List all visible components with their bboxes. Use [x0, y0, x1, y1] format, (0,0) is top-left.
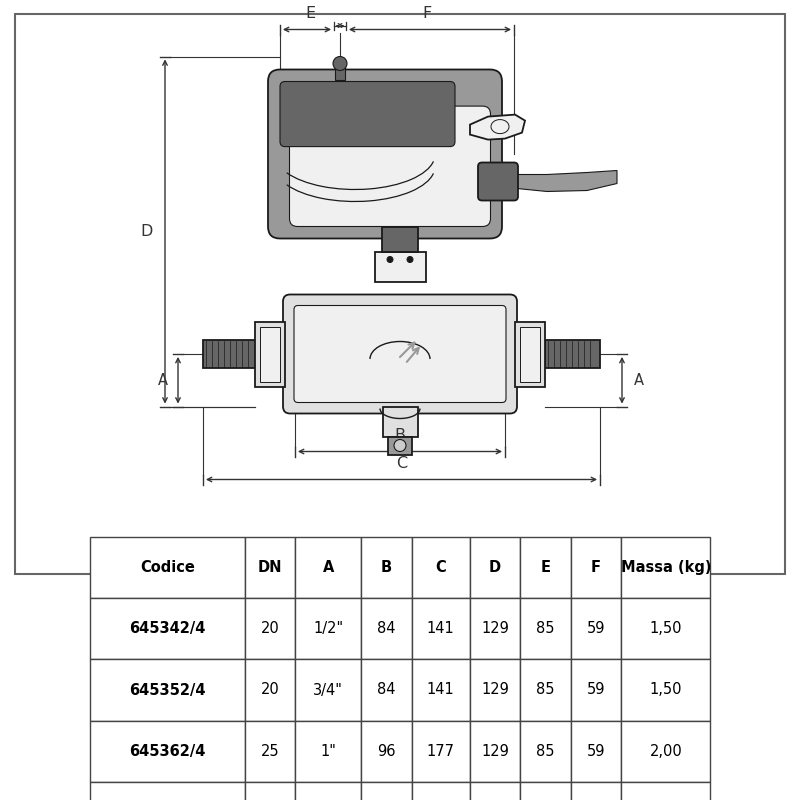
Bar	[545, 340, 600, 368]
Bar	[335, 63, 345, 79]
Text: D: D	[141, 224, 153, 239]
Text: A: A	[158, 373, 168, 388]
FancyBboxPatch shape	[283, 294, 517, 414]
Bar	[374, 251, 426, 282]
Text: C: C	[396, 457, 407, 471]
FancyBboxPatch shape	[280, 82, 455, 146]
Text: A: A	[634, 373, 644, 388]
Bar	[382, 226, 418, 251]
Bar	[260, 326, 280, 382]
FancyBboxPatch shape	[290, 106, 490, 226]
FancyBboxPatch shape	[268, 70, 502, 238]
Polygon shape	[470, 114, 525, 139]
Circle shape	[394, 439, 406, 451]
Polygon shape	[517, 170, 617, 191]
Circle shape	[407, 257, 413, 262]
Bar	[520, 326, 540, 382]
Bar	[255, 322, 285, 386]
Bar	[388, 437, 412, 454]
FancyBboxPatch shape	[294, 306, 506, 402]
Bar	[515, 322, 545, 386]
Text: B: B	[394, 429, 406, 443]
Text: F: F	[422, 6, 432, 22]
Bar	[203, 340, 258, 368]
Circle shape	[333, 57, 347, 70]
Bar	[382, 406, 418, 437]
Text: E: E	[305, 6, 315, 22]
Circle shape	[387, 257, 393, 262]
FancyBboxPatch shape	[478, 162, 518, 201]
